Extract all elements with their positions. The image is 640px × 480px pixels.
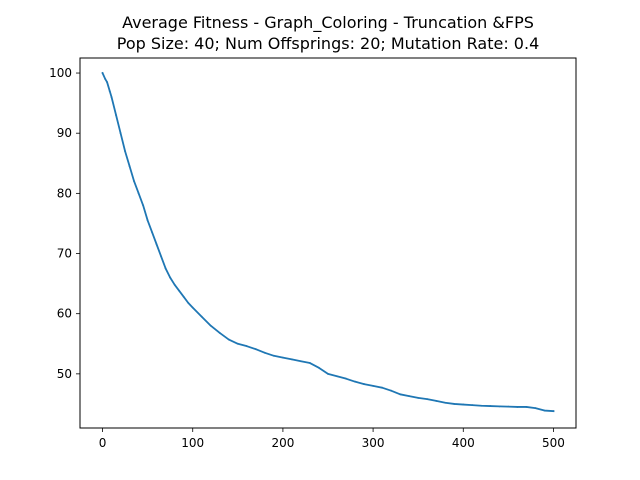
data-point [187, 301, 190, 304]
x-tick-label: 200 [271, 436, 294, 450]
data-point [146, 219, 149, 222]
data-point [155, 243, 158, 246]
data-point [108, 90, 111, 92]
data-point [381, 386, 384, 389]
data-point [354, 380, 356, 383]
data-point [209, 324, 212, 327]
data-point [444, 401, 447, 404]
data-point [263, 351, 266, 354]
data-point [282, 356, 284, 359]
x-tick-label: 0 [99, 436, 107, 450]
data-point [336, 375, 338, 378]
data-point [124, 150, 126, 153]
data-point [390, 389, 393, 392]
y-axis-ticks: 50 60 70 80 90 100 [49, 66, 80, 381]
data-point [462, 403, 465, 406]
data-points [101, 72, 555, 413]
data-point [408, 395, 411, 398]
data-point [218, 332, 221, 334]
data-point [516, 406, 519, 408]
data-point [245, 345, 248, 348]
data-point [169, 276, 172, 279]
data-point [543, 409, 546, 412]
y-tick-label: 90 [57, 126, 72, 140]
data-point [128, 165, 131, 168]
x-tick-label: 300 [362, 436, 385, 450]
data-point [137, 192, 140, 195]
data-point [525, 406, 528, 408]
y-tick-label: 60 [57, 307, 72, 321]
data-point [115, 114, 117, 117]
data-point [254, 348, 257, 351]
data-point [399, 393, 402, 396]
y-tick-label: 100 [49, 66, 72, 80]
data-point [471, 404, 474, 407]
data-point [453, 403, 456, 405]
data-point [160, 255, 163, 258]
data-point [200, 315, 203, 318]
data-point [498, 405, 501, 408]
data-point [164, 267, 167, 270]
chart-subtitle: Pop Size: 40; Num Offsprings: 20; Mutati… [117, 34, 540, 53]
data-point [327, 372, 329, 375]
data-point [119, 132, 122, 135]
data-point [426, 398, 429, 401]
data-point [236, 342, 239, 345]
data-point [106, 81, 108, 83]
x-tick-label: 100 [181, 436, 204, 450]
data-point [372, 384, 374, 387]
x-tick-label: 500 [542, 436, 565, 450]
data-point [142, 204, 145, 207]
y-tick-label: 70 [57, 247, 72, 261]
data-point [363, 383, 365, 385]
data-point [133, 180, 136, 183]
x-tick-label: 400 [452, 436, 475, 450]
series-line-average-fitness [101, 71, 555, 413]
y-tick-label: 80 [57, 186, 72, 200]
data-point [309, 362, 311, 364]
y-tick-label: 50 [57, 367, 72, 381]
x-axis-ticks: 0 100 200 300 400 500 [99, 428, 565, 450]
data-point [178, 289, 181, 292]
plot-area-frame [79, 57, 577, 429]
data-point [534, 407, 537, 410]
data-point [272, 354, 275, 357]
data-point [489, 405, 492, 407]
data-point [507, 405, 510, 408]
data-point [318, 366, 320, 369]
data-point [191, 306, 194, 309]
chart-title: Average Fitness - Graph_Coloring - Trunc… [122, 13, 534, 33]
data-point [417, 397, 420, 399]
data-point [480, 404, 483, 407]
data-point [182, 295, 185, 298]
data-point [227, 338, 230, 341]
data-point [345, 377, 347, 380]
data-point [291, 358, 293, 361]
data-point [101, 72, 104, 74]
data-point [173, 283, 176, 286]
data-point [435, 400, 438, 402]
data-point [552, 410, 555, 413]
data-point [110, 96, 113, 99]
data-point [104, 78, 107, 80]
data-point [151, 231, 154, 234]
data-point [300, 360, 302, 363]
